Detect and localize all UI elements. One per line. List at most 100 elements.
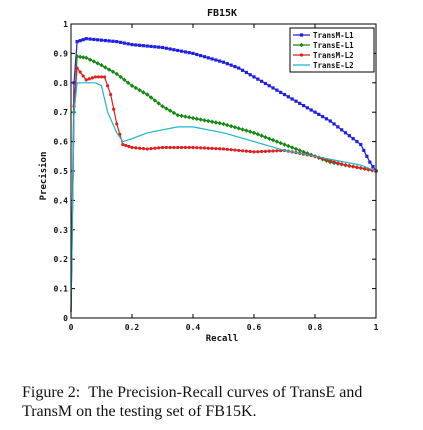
y-tick-label: 0 — [63, 314, 68, 323]
series-marker — [195, 52, 199, 57]
series-marker — [282, 142, 287, 147]
series-marker — [152, 98, 158, 103]
series-marker — [240, 127, 245, 132]
series-marker — [221, 147, 226, 151]
series-marker — [84, 37, 88, 41]
series-marker — [190, 115, 196, 121]
series-marker — [156, 101, 161, 106]
series-marker — [91, 59, 97, 64]
series-marker — [217, 121, 222, 126]
series-marker — [186, 115, 192, 120]
series-marker — [179, 113, 184, 119]
series-marker — [286, 95, 290, 99]
series-marker — [263, 81, 268, 86]
series-marker — [286, 143, 291, 149]
series-marker — [81, 55, 86, 60]
legend-label: TransE-L1 — [313, 41, 354, 50]
series-marker — [232, 125, 238, 130]
series-marker — [179, 145, 184, 150]
series-marker — [359, 142, 363, 147]
series-marker — [96, 38, 100, 42]
series-marker — [191, 145, 195, 150]
series-line — [70, 66, 377, 313]
series-marker — [248, 149, 252, 154]
series-marker — [111, 39, 115, 43]
series-marker — [141, 146, 146, 151]
series-marker — [168, 145, 172, 150]
series-marker — [206, 146, 210, 150]
series-marker — [244, 70, 248, 75]
series-marker — [81, 74, 85, 78]
series-marker — [125, 80, 131, 85]
series-marker — [164, 145, 168, 150]
series-marker — [343, 131, 348, 135]
series-marker — [199, 54, 203, 58]
series-marker — [244, 149, 248, 153]
series-marker — [336, 161, 340, 165]
series-marker — [138, 146, 142, 150]
series-marker — [313, 110, 317, 114]
series-marker — [271, 86, 275, 90]
series-marker — [134, 146, 138, 150]
series-marker — [279, 90, 283, 94]
series-marker — [209, 119, 215, 124]
series-marker — [179, 49, 184, 53]
series-marker — [251, 130, 257, 135]
series-marker — [183, 50, 187, 54]
y-tick-label: 0.3 — [54, 226, 69, 235]
series-marker — [229, 63, 233, 67]
series-marker — [103, 38, 107, 43]
series-marker — [172, 48, 176, 52]
series-marker — [210, 57, 214, 61]
series-marker — [256, 150, 260, 154]
series-line — [70, 55, 377, 313]
series-marker — [365, 154, 369, 158]
series-marker — [359, 166, 363, 170]
series-marker — [271, 149, 275, 153]
series-marker — [87, 77, 91, 81]
series-marker — [332, 122, 336, 126]
series-marker — [206, 56, 210, 60]
series-marker — [289, 145, 295, 150]
legend-label: TransM-L1 — [313, 31, 354, 40]
series-marker — [99, 75, 104, 79]
x-axis-label: Recall — [206, 334, 239, 344]
x-tick-label: 0.8 — [308, 323, 323, 332]
x-tick-label: 1 — [374, 323, 379, 332]
series-marker — [115, 122, 119, 126]
series-line — [70, 82, 377, 313]
series-marker — [172, 145, 176, 150]
series-transm-l2 — [70, 66, 378, 313]
series-marker — [267, 149, 271, 153]
x-tick-label: 0.6 — [247, 323, 262, 332]
series-marker — [115, 40, 119, 44]
series-marker — [368, 160, 372, 164]
series-marker — [290, 97, 294, 101]
series-marker — [141, 90, 146, 95]
legend-label: TransM-L2 — [313, 51, 354, 60]
series-marker — [324, 117, 329, 121]
plot-area — [70, 23, 377, 319]
series-marker — [347, 134, 351, 138]
series-marker — [164, 46, 168, 50]
series-marker — [240, 149, 245, 153]
series-marker — [145, 44, 149, 48]
series-marker — [299, 42, 304, 48]
series-marker — [164, 106, 169, 111]
series-marker — [194, 116, 200, 122]
series-marker — [106, 67, 112, 72]
series-marker — [351, 164, 355, 169]
series-marker — [122, 41, 126, 45]
series-marker — [214, 146, 218, 151]
series-marker — [168, 47, 172, 51]
series-marker — [328, 119, 332, 123]
series-marker — [153, 146, 157, 150]
series-marker — [199, 146, 203, 150]
series-marker — [88, 37, 92, 41]
series-marker — [355, 165, 359, 169]
series-marker — [309, 108, 313, 112]
y-tick-label: 0.4 — [54, 196, 69, 205]
series-marker — [95, 61, 100, 66]
series-marker — [332, 160, 336, 164]
